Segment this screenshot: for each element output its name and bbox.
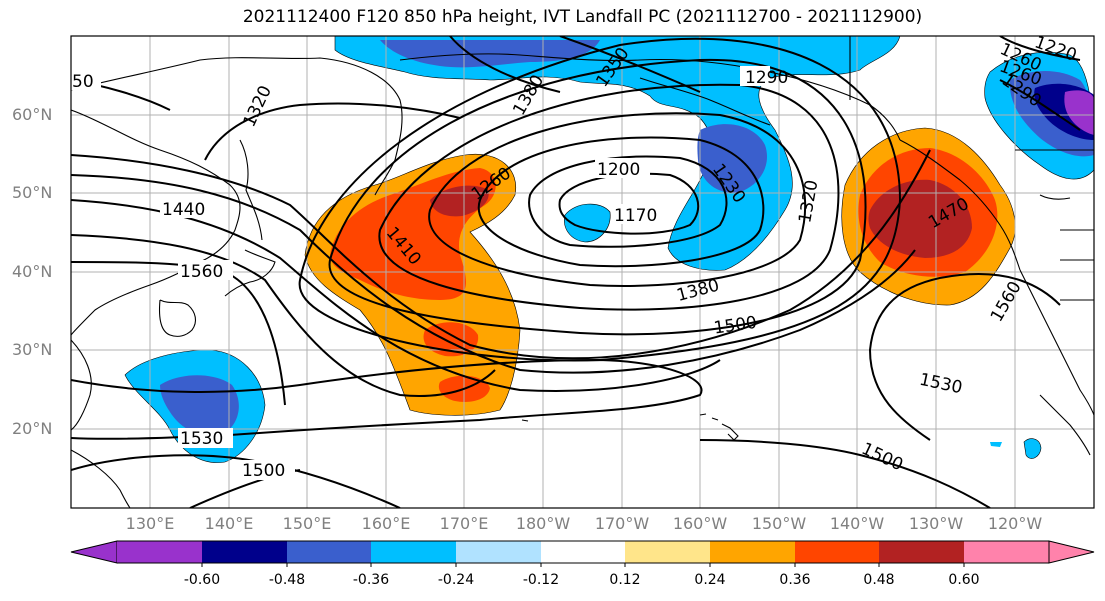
lon-label: 160°E [361,514,411,533]
colorbar-label: 0.36 [779,572,811,588]
lon-label: 160°W [672,514,728,533]
colorbar-label: 0.48 [863,572,895,588]
lat-label: 40°N [12,262,53,281]
contour-label: 1500 [858,439,906,475]
contour-label: 1560 [180,262,223,282]
contour-label: 50 [72,72,94,92]
lon-label: 130°W [908,514,964,533]
colorbar-label: 0.24 [694,572,726,588]
contour-label: 1170 [614,206,657,226]
colorbar-segment [964,541,1049,563]
lon-label: 150°W [751,514,807,533]
lat-label: 30°N [12,340,53,359]
graticule [71,36,1094,508]
colorbar-label: -0.60 [183,572,221,588]
colorbar-segment [287,541,371,563]
contour-label: 1380 [675,275,722,306]
colorbar-segment [371,541,456,563]
contour-label: 1530 [918,370,964,399]
colorbar-label: 0.12 [609,572,641,588]
lat-label: 20°N [12,419,53,438]
colorbar [70,540,1095,567]
lon-label: 140°W [829,514,885,533]
map-frame [70,35,1095,509]
lat-label: 60°N [12,105,53,124]
contour-label: 1200 [597,160,640,180]
height-contours [71,36,1081,508]
colorbar-label: -0.12 [522,572,560,588]
colorbar-label: -0.48 [268,572,306,588]
colorbar-label: -0.24 [437,572,475,588]
lon-label: 130°E [125,514,175,533]
map-title: 2021112400 F120 850 hPa height, IVT Land… [242,7,923,27]
contour-label: 1320 [795,179,822,225]
lon-label: 180°W [515,514,571,533]
colorbar-segment [710,541,795,563]
lat-label: 50°N [12,183,53,202]
contour-label: 1440 [162,200,205,220]
contour-label: 1560 [987,278,1026,325]
lon-label: 170°E [439,514,489,533]
lon-label: 150°E [282,514,332,533]
ivt-shading [124,36,1094,463]
colorbar-segment [117,541,202,563]
colorbar-label: -0.36 [352,572,390,588]
colorbar-segment [625,541,710,563]
contour-label: 1500 [713,313,759,339]
lon-label: 120°W [987,514,1043,533]
contour-label: 1290 [745,68,788,88]
colorbar-segment [795,541,879,563]
contour-label: 1500 [242,461,285,481]
colorbar-label: 0.60 [948,572,980,588]
colorbar-segment [70,540,118,564]
colorbar-segment [879,541,964,563]
contour-label: 1530 [180,429,223,449]
colorbar-segment [202,541,287,563]
lon-label: 140°E [204,514,254,533]
colorbar-segment [541,541,625,563]
lon-label: 170°W [594,514,650,533]
colorbar-segment [1048,540,1095,564]
contour-label: 1320 [240,83,276,131]
colorbar-segment [456,541,541,563]
